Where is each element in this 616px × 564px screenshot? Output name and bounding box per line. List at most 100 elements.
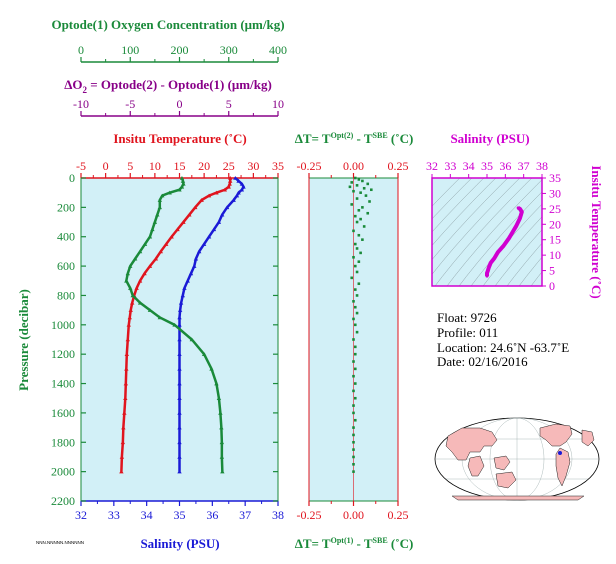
salinity-point [177,454,182,459]
delta-t-point [362,186,366,190]
ts-contour [446,179,542,286]
location-text: Location: 24.6˚N -63.7˚E [437,340,569,355]
delta-t-point [352,360,355,363]
delta-t-points [348,176,373,473]
temperature-point [122,410,127,415]
delta-t-point [355,330,359,334]
salinity-point [206,234,212,239]
profile-series [119,176,246,474]
ts-temperature-tick-label: 25 [549,202,561,216]
oxygen-point [179,184,185,189]
ts-temperature-tick-label: 5 [549,264,555,278]
delta-t-point [352,189,355,193]
delta-t-point [352,448,355,451]
ts-contour [432,178,461,207]
temperature-point [137,278,143,283]
delta-t-point [353,214,357,218]
delta-t-point [364,194,368,197]
float-location-marker [558,451,562,455]
salinity-point [231,198,236,202]
oxygen-point [218,410,223,415]
temperature-point [158,249,163,254]
delta-t-point [352,300,355,303]
salinity-point [185,278,190,283]
pressure-axis-tick-label: 200 [57,200,75,214]
delta-t-point [353,396,357,400]
temperature-point [134,286,139,290]
delta-t-point [355,270,359,274]
salinity-axis-tick-label: 32 [75,508,87,522]
oxygen-point [160,193,165,198]
delta-t-point [355,311,359,315]
salinity-point [236,190,241,195]
temperature-point [124,352,130,356]
delta-t-top-axis-tick-label: -0.25 [297,159,322,173]
map-land [445,423,595,501]
salinity-point [224,205,230,210]
pressure-axis-tick-label: 1000 [51,318,75,332]
salinity-point [177,440,182,445]
oxygen-point [220,469,225,474]
temperature-point [228,178,233,183]
temperature-point [127,315,132,320]
oxygen-point [214,381,219,386]
delta-t-point [355,197,359,200]
delta-t-point [368,200,371,203]
oxygen-point [157,205,162,210]
delta-t-point [353,288,357,291]
temperature-axis-tick-label: 10 [149,159,161,173]
date-text: Date: 02/16/2016 [437,354,528,369]
temperature-point [227,181,232,186]
oxygen-axis-tick-label: 200 [171,43,189,57]
delta-t-top-title: ΔT= TOpt(2) - TSBE (˚C) [295,131,414,146]
temperature-axis-tick-label: 20 [198,159,210,173]
temperature-point [187,212,192,217]
temperature-point [119,469,124,474]
delta-t-bottom-title: ΔT= TOpt(1) - TSBE (˚C) [295,536,414,551]
temperature-point [228,176,233,180]
salinity-axis-ticks: 32 33 34 35 36 37 38 [75,501,284,522]
oxygen-point [167,190,172,195]
ts-contour [518,256,542,286]
oxygen-point [157,198,162,202]
pressure-axis-tick-label: 2000 [51,465,75,479]
ts-salinity-tick-label: 38 [536,159,548,173]
temperature-point [119,454,125,459]
oxygen-point [179,176,185,180]
oxygen-axis-tick-label: 400 [269,43,287,57]
delta-t-point [350,181,354,184]
salinity-point [177,322,182,327]
delta-t-point [353,418,357,422]
delta-t-point [352,462,355,466]
oxygen-point [180,178,186,183]
temperature-axis-tick-label: 5 [127,159,133,173]
delta-t-point [352,338,355,341]
delta-t-bottom-axis-tick-label: 0.00 [343,508,364,522]
ts-point [489,261,493,265]
salinity-axis-tick-label: 35 [174,508,186,522]
delta-t-point [353,345,357,349]
salinity-axis-tick-label: 33 [108,508,120,522]
oxygen-point [157,315,162,320]
ts-salinity-tick-label: 33 [444,159,456,173]
delta-o2-axis-tick-label: -5 [125,97,135,111]
ts-point [492,256,496,260]
salinity-point [211,227,217,232]
temperature-point [128,308,133,312]
salinity-point [180,293,185,298]
delta-t-bottom-axis-tick-label: -0.25 [297,508,322,522]
salinity-point [193,256,199,261]
temperature-point [222,187,228,192]
ts-point [485,274,489,278]
salinity-point [219,212,225,217]
oxygen-point [209,366,214,371]
delta-o2-axis-tick-label: 0 [177,97,183,111]
pressure-axis-tick-label: 2200 [51,494,75,508]
delta-t-point [359,217,362,221]
ts-contour [432,178,509,260]
delta-t-point [357,209,361,212]
delta-t-point [352,433,355,437]
salinity-axis-tick-label: 36 [206,508,218,522]
temperature-axis-title: Insitu Temperature (˚C) [113,131,246,146]
